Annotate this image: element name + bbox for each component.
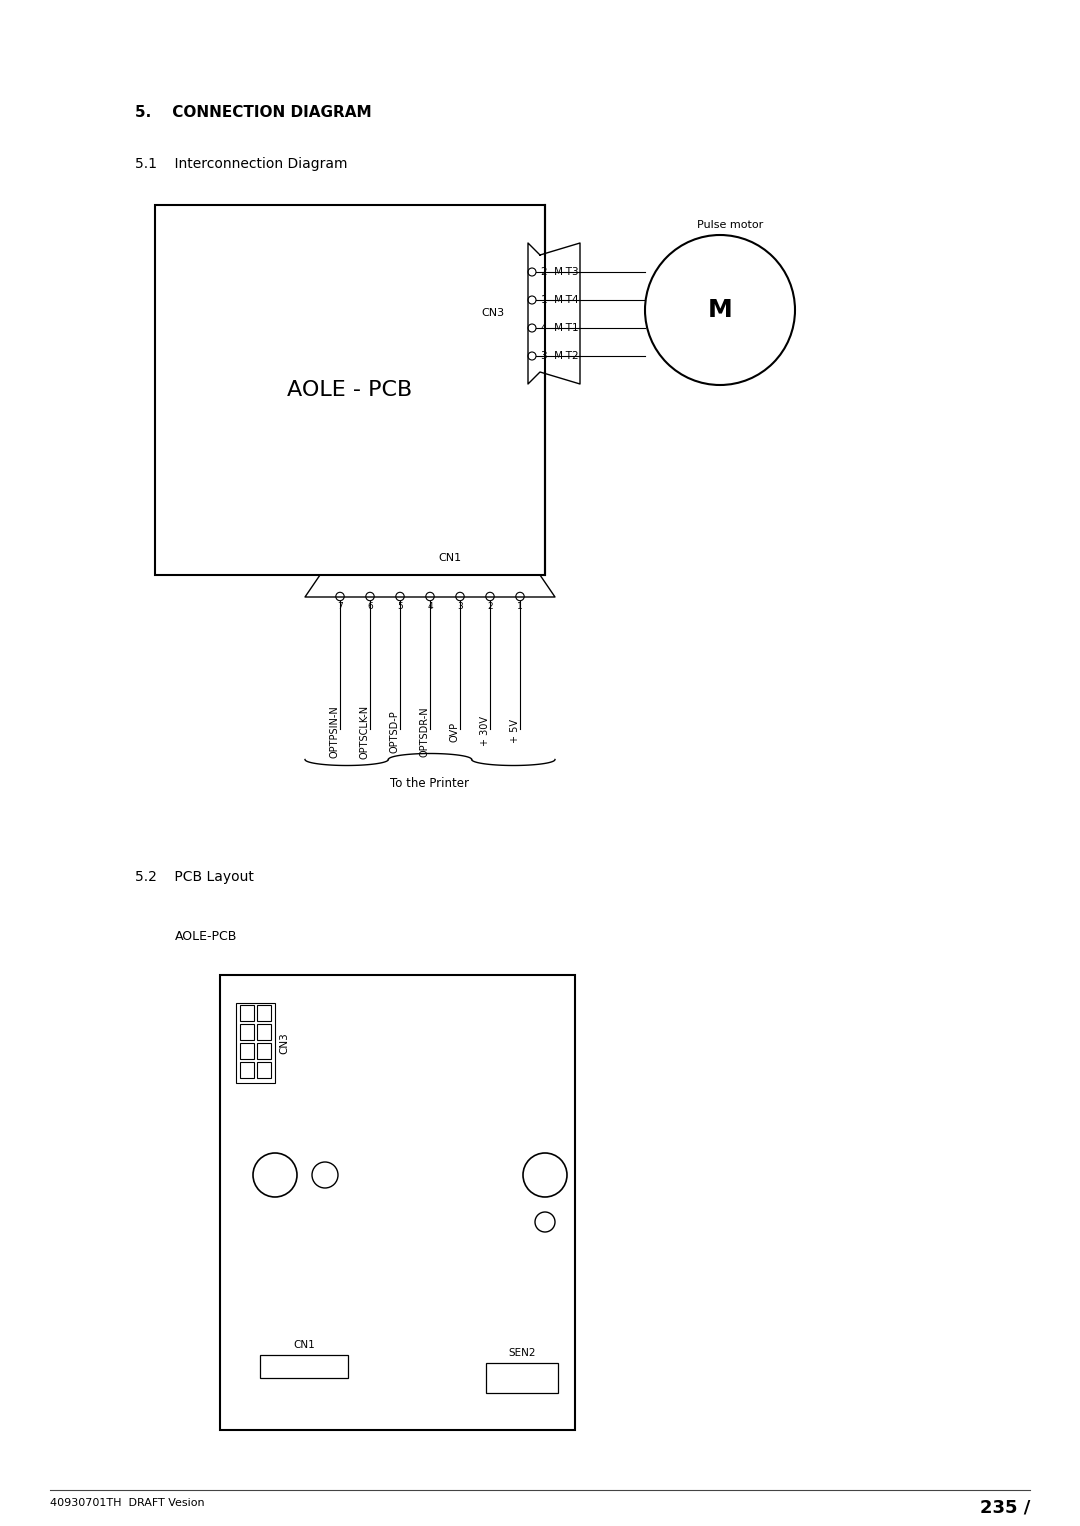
Text: + 5V: + 5V [510, 719, 519, 743]
Circle shape [253, 1154, 297, 1196]
FancyBboxPatch shape [240, 1062, 254, 1077]
Text: 2: 2 [487, 603, 492, 612]
FancyBboxPatch shape [265, 1358, 282, 1375]
Circle shape [528, 296, 536, 304]
Text: 7: 7 [337, 603, 342, 612]
FancyBboxPatch shape [325, 1358, 342, 1375]
Circle shape [426, 592, 434, 601]
Circle shape [528, 353, 536, 360]
Text: 4  M-T1: 4 M-T1 [541, 324, 579, 333]
Text: 3: 3 [457, 603, 463, 612]
Text: OPTSCLK-N: OPTSCLK-N [360, 705, 370, 758]
Circle shape [312, 1161, 338, 1189]
Text: To the Printer: To the Printer [391, 778, 470, 790]
Circle shape [528, 269, 536, 276]
Text: CN3: CN3 [482, 308, 505, 319]
Circle shape [528, 324, 536, 333]
FancyBboxPatch shape [257, 1062, 271, 1077]
Text: 5.1    Interconnection Diagram: 5.1 Interconnection Diagram [135, 157, 348, 171]
Text: CN1: CN1 [293, 1340, 315, 1351]
FancyBboxPatch shape [257, 1006, 271, 1021]
FancyBboxPatch shape [156, 204, 545, 575]
FancyBboxPatch shape [240, 1006, 254, 1021]
Circle shape [486, 592, 495, 601]
FancyBboxPatch shape [486, 1363, 558, 1393]
Text: OPTSDR-N: OPTSDR-N [420, 707, 430, 757]
Circle shape [516, 592, 524, 601]
FancyBboxPatch shape [260, 1355, 348, 1378]
FancyBboxPatch shape [534, 1367, 553, 1390]
Text: OVP: OVP [450, 722, 460, 742]
Text: 6: 6 [367, 603, 373, 612]
Circle shape [645, 235, 795, 385]
Text: 1  M-T4: 1 M-T4 [541, 295, 579, 305]
FancyBboxPatch shape [257, 1024, 271, 1041]
Text: Pulse motor: Pulse motor [697, 220, 764, 230]
FancyBboxPatch shape [285, 1358, 302, 1375]
Circle shape [535, 1212, 555, 1231]
FancyBboxPatch shape [257, 1042, 271, 1059]
Text: + 30V: + 30V [480, 717, 490, 746]
Text: AOLE - PCB: AOLE - PCB [287, 380, 413, 400]
FancyBboxPatch shape [490, 1367, 509, 1390]
Text: 5: 5 [397, 603, 403, 612]
Text: OPTPSIN-N: OPTPSIN-N [330, 705, 340, 758]
Circle shape [366, 592, 374, 601]
Text: 5.    CONNECTION DIAGRAM: 5. CONNECTION DIAGRAM [135, 105, 372, 121]
Text: 40930701TH  DRAFT Vesion: 40930701TH DRAFT Vesion [50, 1499, 204, 1508]
Text: CN3: CN3 [279, 1032, 289, 1054]
Circle shape [456, 592, 464, 601]
FancyBboxPatch shape [240, 1042, 254, 1059]
Circle shape [523, 1154, 567, 1196]
Text: OPTSD-P: OPTSD-P [390, 710, 400, 752]
Text: 1: 1 [517, 603, 523, 612]
Circle shape [336, 592, 345, 601]
FancyBboxPatch shape [305, 1358, 322, 1375]
Text: SEN2: SEN2 [509, 1347, 536, 1358]
Text: AOLE-PCB: AOLE-PCB [175, 929, 238, 943]
Text: CN1: CN1 [438, 552, 461, 563]
Text: 235 /: 235 / [980, 1499, 1030, 1515]
Text: 2  M-T3: 2 M-T3 [541, 267, 579, 278]
Text: M: M [707, 298, 732, 322]
Text: 3  M-T2: 3 M-T2 [541, 351, 579, 362]
Text: 5.2    PCB Layout: 5.2 PCB Layout [135, 870, 254, 884]
FancyBboxPatch shape [240, 1024, 254, 1041]
FancyBboxPatch shape [512, 1367, 531, 1390]
FancyBboxPatch shape [220, 975, 575, 1430]
Circle shape [395, 592, 404, 601]
Text: 4: 4 [428, 603, 433, 612]
